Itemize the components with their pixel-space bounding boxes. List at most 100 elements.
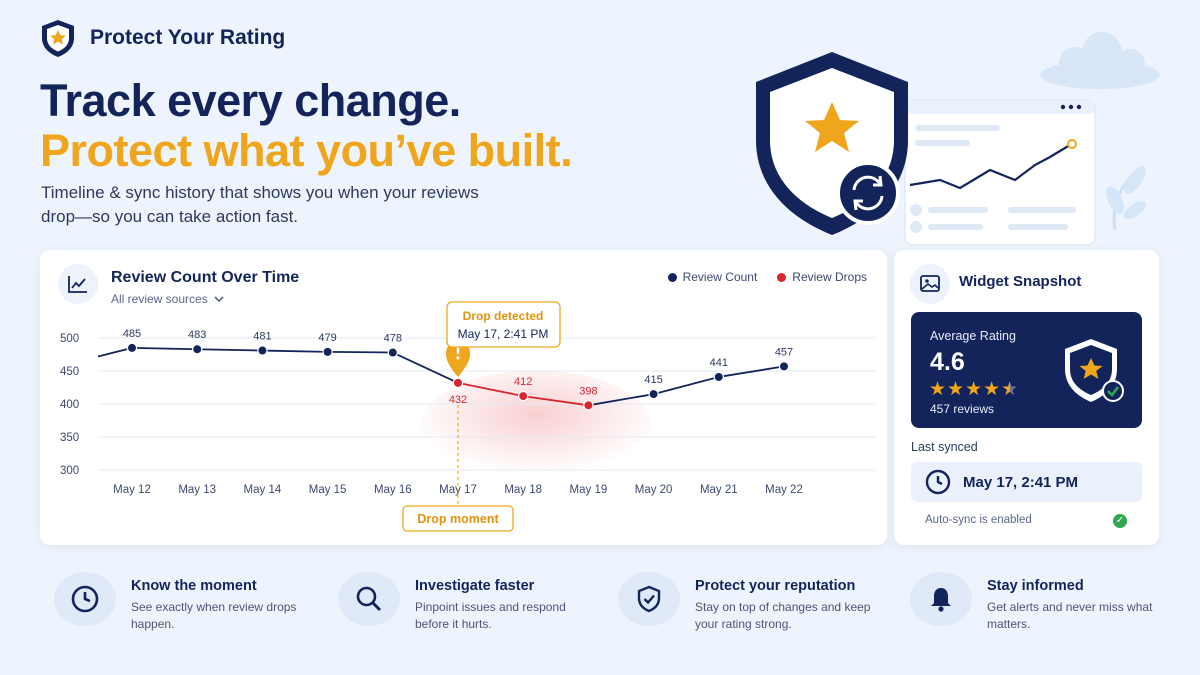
data-point[interactable] [713, 371, 725, 383]
data-point[interactable] [257, 345, 268, 356]
hero-subtitle: Timeline & sync history that shows you w… [41, 183, 479, 226]
brand[interactable]: Protect Your Rating [38, 18, 285, 58]
rating-label: Average Rating [930, 329, 1016, 343]
data-point[interactable] [191, 344, 203, 355]
bell-icon [910, 572, 972, 626]
feature-title: Investigate faster [415, 578, 535, 594]
data-label: 481 [253, 331, 271, 343]
data-point[interactable] [387, 347, 398, 358]
data-point[interactable] [126, 342, 138, 354]
y-tick-label: 450 [60, 366, 79, 378]
drop-line-segment [523, 395, 589, 407]
x-tick-label: May 15 [309, 484, 347, 496]
check-icon: ✓ [1113, 514, 1127, 528]
brand-name: Protect Your Rating [90, 26, 286, 49]
series-line-segment [327, 350, 393, 354]
x-tick-label: May 22 [765, 484, 803, 496]
legend-dot [777, 272, 787, 282]
drop-data-label: 412 [514, 376, 532, 388]
review-count-chart-card: Review Count Over Time All review source… [40, 250, 887, 545]
star-icon: ★ [983, 379, 1002, 400]
legend-dot [667, 272, 677, 282]
feature-description: See exactly when review drops happen. [131, 600, 297, 631]
line-chart-icon [58, 264, 98, 304]
x-tick-label: May 14 [244, 484, 282, 496]
leaf-icon [1106, 166, 1147, 231]
drop-moment-tag [402, 505, 514, 532]
data-point[interactable] [778, 361, 790, 372]
legend-label: Review Drops [792, 270, 867, 284]
callout-title: Drop detected [463, 309, 544, 323]
series-line-segment [653, 376, 720, 395]
shield-check-icon [618, 572, 680, 626]
x-tick-label: May 12 [113, 484, 151, 496]
x-tick-label: May 19 [570, 484, 608, 496]
series-line-segment [718, 365, 785, 378]
drop-detected-callout [446, 301, 561, 348]
star-icon: ★ [965, 379, 984, 400]
feature-description: Stay on top of changes and keep your rat… [695, 600, 871, 631]
drop-line-segment [588, 393, 654, 407]
y-tick-label: 300 [60, 465, 79, 477]
drop-line-segment [457, 381, 524, 397]
y-tick-label: 350 [60, 432, 79, 444]
x-tick-label: May 18 [504, 484, 542, 496]
widget-snapshot-card: Widget Snapshot Average Rating 4.6 ★★★★★… [894, 250, 1159, 545]
data-label: 457 [775, 346, 793, 358]
drop-moment-label: Drop moment [417, 512, 499, 526]
last-synced-time: May 17, 2:41 PM [963, 473, 1079, 491]
cloud-icon [1040, 32, 1160, 89]
widget-title: Widget Snapshot [959, 273, 1082, 290]
drop-data-label: 432 [449, 394, 467, 406]
chart-title: Review Count Over Time [111, 269, 300, 286]
clock-icon [925, 469, 951, 495]
last-synced-label: Last synced [911, 440, 978, 454]
alert-pin-icon [446, 340, 470, 377]
star-icon: ★ [929, 379, 948, 400]
feature-title: Protect your reputation [695, 578, 856, 594]
clock-icon [54, 572, 116, 626]
y-tick-label: 500 [60, 333, 79, 345]
callout-time: May 17, 2:41 PM [458, 327, 549, 341]
last-synced-box: May 17, 2:41 PM [911, 462, 1142, 502]
review-count-line-chart[interactable]: 500 450 400 350 300 May 12 May 13 May 14 May 15 M… [40, 250, 887, 545]
data-point[interactable] [648, 388, 659, 400]
auto-sync-status: Auto-sync is enabled [925, 514, 1032, 526]
check-icon [1107, 386, 1120, 397]
x-tick-label: May 13 [178, 484, 216, 496]
rating-stars: ★★★★★ [929, 378, 1019, 401]
headline-primary: Track every change. [40, 75, 461, 126]
series-line-segment [197, 348, 263, 352]
hero-illustration [756, 32, 1160, 246]
y-tick-label: 400 [60, 399, 79, 411]
data-label: 415 [644, 374, 662, 386]
legend-item-review-drops[interactable]: Review Drops [777, 270, 867, 284]
series-line-segment [97, 347, 133, 358]
source-filter-label: All review sources [111, 292, 208, 306]
dashboard-window-icon [904, 99, 1096, 246]
chevron-down-icon [214, 295, 224, 302]
data-point[interactable] [322, 346, 333, 358]
star-icon: ★ [947, 379, 966, 400]
average-rating-panel: Average Rating 4.6 ★★★★★ 457 reviews [911, 312, 1142, 428]
drop-data-label: 398 [579, 385, 597, 397]
drop-region-highlight [421, 370, 652, 481]
source-filter-dropdown[interactable]: All review sources [111, 292, 224, 306]
feature-title: Know the moment [131, 578, 257, 594]
data-label: 441 [710, 357, 728, 369]
drop-point[interactable] [452, 377, 464, 389]
data-label: 478 [384, 333, 402, 345]
shield-star-logo-icon [42, 20, 74, 57]
rating-value: 4.6 [930, 348, 965, 376]
legend-label: Review Count [682, 270, 758, 284]
shield-star-icon [1065, 339, 1124, 402]
legend-item-review-count[interactable]: Review Count [667, 270, 758, 284]
drop-point[interactable] [583, 400, 594, 411]
series-line-segment [262, 349, 328, 353]
data-label: 479 [318, 332, 336, 344]
image-icon [910, 264, 950, 304]
x-tick-label: May 16 [374, 484, 412, 496]
headline-accent: Protect what you’ve built. [40, 125, 573, 176]
drop-line-segment [392, 351, 459, 384]
drop-point[interactable] [518, 390, 529, 402]
